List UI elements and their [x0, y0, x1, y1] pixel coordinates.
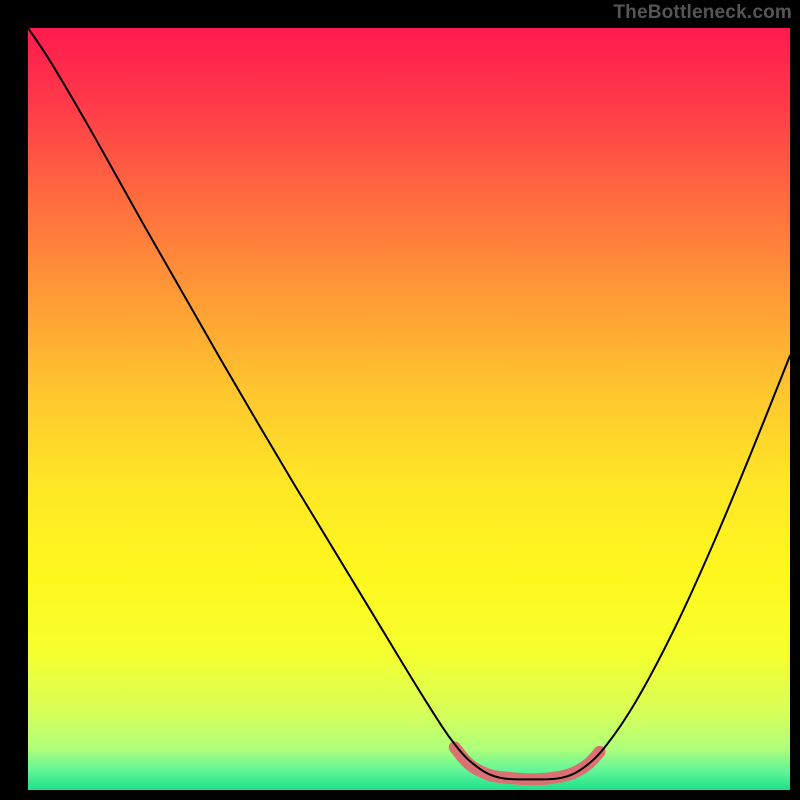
bottleneck-chart: [0, 0, 800, 800]
attribution-label: TheBottleneck.com: [613, 2, 792, 24]
